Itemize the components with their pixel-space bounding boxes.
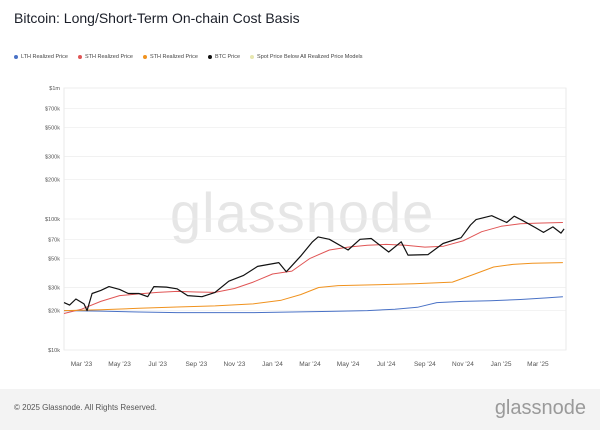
legend-label: Spot Price Below All Realized Price Mode…	[257, 54, 363, 60]
copyright-text: © 2025 Glassnode. All Rights Reserved.	[14, 403, 157, 412]
y-tick-label: $20k	[48, 309, 60, 315]
x-tick-label: Nov '24	[452, 361, 474, 368]
x-tick-label: May '23	[108, 361, 131, 368]
y-tick-label: $300k	[45, 154, 60, 160]
x-tick-label: May '24	[337, 361, 360, 368]
x-tick-label: Nov '23	[224, 361, 246, 368]
legend-item[interactable]: Spot Price Below All Realized Price Mode…	[250, 54, 363, 60]
sth-realized-price-line	[63, 222, 563, 314]
legend-color-dot	[207, 55, 212, 59]
y-tick-label: $1m	[49, 86, 60, 92]
legend-item[interactable]: BTC Price	[207, 54, 241, 60]
x-tick-label: Jul '24	[377, 361, 396, 368]
legend-color-dot	[14, 55, 18, 59]
chart-legend: LTH Realized Price STH Realized Price STH …	[14, 51, 363, 63]
legend-label: STH Realized Price	[84, 54, 133, 60]
footer: © 2025 Glassnode. All Rights Reserved. g…	[0, 389, 600, 430]
brand-logo: glassnode	[494, 397, 586, 419]
watermark: glassnode	[170, 181, 435, 244]
x-tick-label: Jan '24	[262, 361, 283, 368]
x-tick-label: Sep '23	[185, 361, 207, 368]
legend-label: BTC Price	[214, 54, 241, 60]
chart-title: Bitcoin: Long/Short-Term On-chain Cost B…	[14, 10, 300, 26]
sth-realized-price-line-orange	[63, 262, 563, 312]
chart-plot: $1m $700k $500k $300k $200k $100k $70k $50k $30k…	[45, 86, 567, 368]
x-tick-label: Jul '23	[148, 361, 167, 368]
legend-label: STH Realized Price	[149, 54, 198, 60]
y-tick-label: $10k	[48, 348, 60, 354]
x-tick-label: Jan '25	[491, 361, 512, 368]
legend-item[interactable]: STH Realized Price	[142, 54, 198, 60]
chart-card: Bitcoin: Long/Short-Term On-chain Cost B…	[0, 0, 600, 389]
y-tick-label: $200k	[45, 178, 60, 184]
legend-item[interactable]: LTH Realized Price	[14, 54, 68, 60]
y-tick-label: $700k	[45, 106, 60, 112]
y-tick-label: $30k	[48, 285, 60, 291]
legend-color-dot	[77, 55, 82, 59]
legend-item[interactable]: STH Realized Price	[77, 54, 133, 60]
y-tick-label: $50k	[48, 256, 60, 262]
lth-realized-price-line	[63, 296, 563, 314]
btc-price-line	[63, 215, 565, 312]
y-tick-label: $500k	[45, 125, 60, 131]
y-tick-label: $70k	[48, 237, 60, 243]
x-tick-label: Sep '24	[414, 361, 436, 368]
x-tick-label: Mar '25	[527, 361, 549, 368]
y-tick-label: $100k	[45, 217, 60, 223]
x-tick-label: Mar '23	[71, 361, 93, 368]
x-tick-label: Mar '24	[299, 361, 321, 368]
legend-color-dot	[142, 55, 147, 59]
legend-label: LTH Realized Price	[21, 54, 68, 60]
legend-color-dot	[250, 55, 255, 59]
